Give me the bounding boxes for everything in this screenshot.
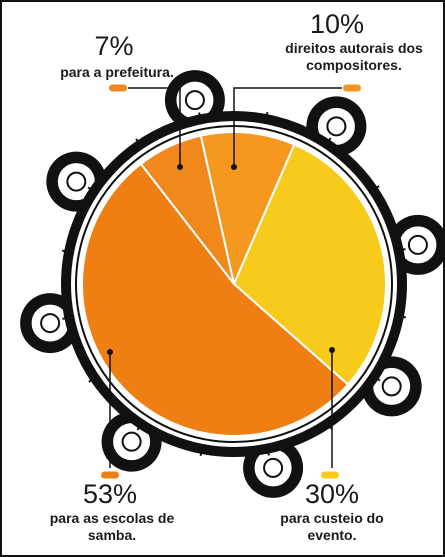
color-chip bbox=[101, 472, 119, 479]
jingle-center bbox=[186, 91, 204, 109]
jingle-center bbox=[41, 314, 59, 332]
jingle-center bbox=[409, 236, 427, 254]
color-chip bbox=[109, 85, 127, 92]
leader-dot bbox=[177, 164, 183, 170]
leader-dot bbox=[107, 349, 113, 355]
category-label: para as escolas de samba. bbox=[32, 510, 192, 544]
leader-dot bbox=[231, 164, 237, 170]
color-chip bbox=[343, 85, 361, 92]
value-label: 30% bbox=[282, 480, 382, 508]
jingle-center bbox=[327, 117, 345, 135]
jingle-center bbox=[67, 173, 85, 191]
chart bbox=[2, 2, 443, 555]
value-label: 7% bbox=[64, 32, 164, 60]
category-label: direitos autorais dos compositores. bbox=[264, 40, 444, 74]
category-label: para a prefeitura. bbox=[32, 64, 202, 81]
color-chip bbox=[321, 472, 339, 479]
jingle-center bbox=[264, 459, 282, 477]
leader-dot bbox=[329, 347, 335, 353]
jingle-center bbox=[383, 377, 401, 395]
category-label: para custeio do evento. bbox=[257, 510, 407, 544]
infographic: 7% para a prefeitura. 10%direitos autorais… bbox=[0, 0, 445, 557]
jingle-center bbox=[123, 433, 141, 451]
value-label: 10% bbox=[292, 10, 382, 38]
value-label: 53% bbox=[60, 480, 160, 508]
